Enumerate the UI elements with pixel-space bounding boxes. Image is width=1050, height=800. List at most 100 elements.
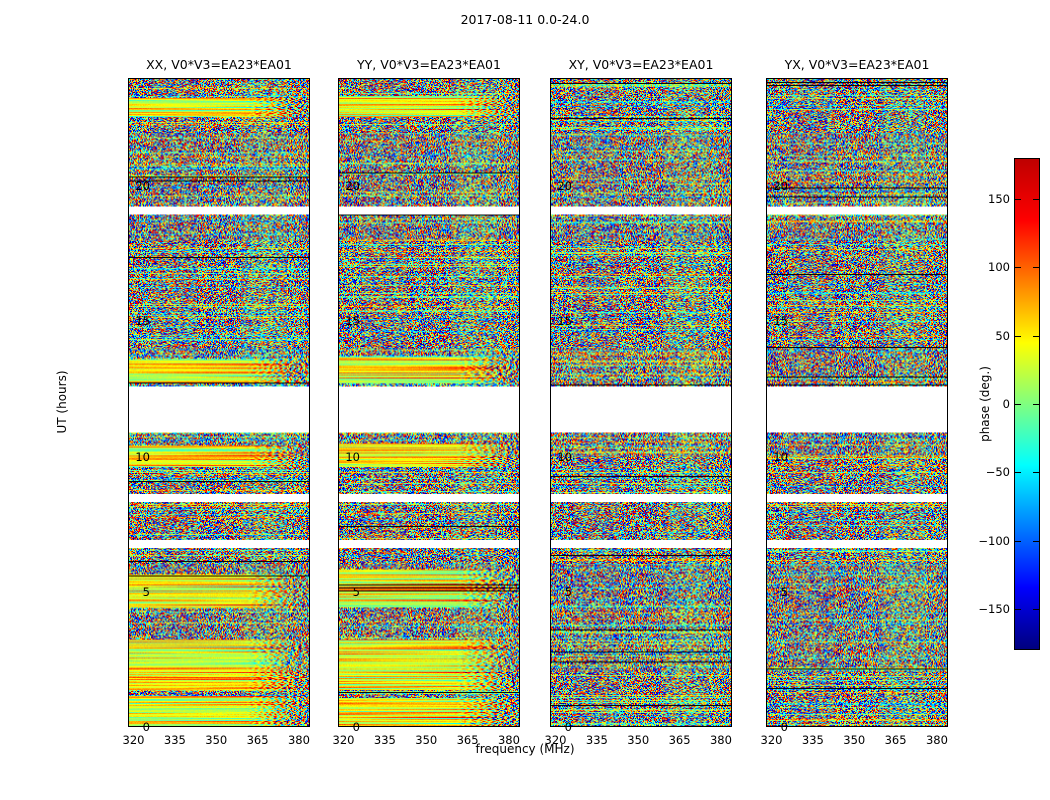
colorbar-tick-label: 150 (988, 192, 1010, 206)
x-tick (469, 726, 470, 727)
y-tick-label: 0 (780, 720, 788, 734)
x-tick-label: 380 (287, 733, 310, 747)
y-tick (309, 322, 310, 323)
y-tick-labels-xx: 0 5 10 15 20 (120, 78, 150, 734)
y-tick-label: 20 (345, 179, 360, 194)
colorbar-tick-labels: 150 100 50 0 −50 −100 −150 (962, 158, 1010, 650)
x-tick-label: 320 (122, 733, 145, 747)
x-tick (469, 78, 470, 79)
x-tick (427, 726, 428, 727)
x-tick (176, 726, 177, 727)
x-tick (681, 726, 682, 727)
y-tick (519, 187, 520, 188)
colorbar-tick (1033, 472, 1040, 473)
colorbar-ticks (1014, 158, 1040, 650)
x-tick-label: 365 (246, 733, 269, 747)
x-tick-label: 365 (668, 733, 691, 747)
colorbar-tick (1033, 541, 1040, 542)
x-tick (722, 78, 723, 79)
y-tick (519, 593, 520, 594)
x-tick-label: 350 (627, 733, 650, 747)
y-tick (309, 458, 310, 459)
x-tick (598, 78, 599, 79)
x-tick (259, 726, 260, 727)
y-tick-label: 5 (564, 584, 572, 599)
x-tick (938, 78, 939, 79)
y-tick-label: 20 (135, 179, 150, 194)
x-tick-label: 365 (884, 733, 907, 747)
colorbar-tick (1014, 472, 1021, 473)
colorbar-tick (1033, 267, 1040, 268)
x-tick (176, 78, 177, 79)
y-tick-label: 0 (352, 720, 360, 734)
x-axis-label: frequency (MHz) (475, 742, 575, 756)
x-tick (639, 78, 640, 79)
y-tick (947, 458, 948, 459)
axes-yy[interactable] (338, 78, 520, 727)
y-tick-label: 20 (773, 179, 788, 194)
axes-xx[interactable] (128, 78, 310, 727)
heatmap-yx (767, 79, 947, 726)
x-tick-label: 350 (415, 733, 438, 747)
x-tick-label: 380 (925, 733, 948, 747)
y-tick-label: 20 (557, 179, 572, 194)
colorbar-tick (1014, 609, 1021, 610)
x-tick (300, 726, 301, 727)
colorbar-tick (1014, 199, 1021, 200)
x-tick (639, 726, 640, 727)
heatmap-yy (339, 79, 519, 726)
x-tick-label: 335 (163, 733, 186, 747)
y-tick-label: 10 (773, 449, 788, 464)
y-tick (309, 593, 310, 594)
x-tick-label: 380 (497, 733, 520, 747)
panel-title-yx: YX, V0*V3=EA23*EA01 (784, 57, 930, 72)
y-tick-label: 15 (773, 314, 788, 329)
colorbar-tick (1033, 336, 1040, 337)
x-tick (510, 78, 511, 79)
y-tick (947, 593, 948, 594)
axes-xy[interactable] (550, 78, 732, 727)
y-tick-labels-yx: 0 5 10 15 20 (758, 78, 788, 734)
panel-title-yy: YY, V0*V3=EA23*EA01 (357, 57, 501, 72)
x-tick-labels-xy: 320 335 350 365 380 (545, 729, 732, 749)
x-tick-label: 380 (709, 733, 732, 747)
x-tick (386, 726, 387, 727)
figure-suptitle: 2017-08-11 0.0-24.0 (460, 12, 590, 27)
y-tick-labels-xy: 0 5 10 15 20 (542, 78, 572, 734)
panel-xy[interactable]: XY, V0*V3=EA23*EA01 0 5 10 15 20 320 335 350 36… (545, 57, 732, 747)
x-tick-labels-yx: 320 335 350 365 380 (761, 729, 948, 749)
y-tick (519, 322, 520, 323)
y-tick-label: 10 (135, 449, 150, 464)
x-tick-label: 320 (332, 733, 355, 747)
colorbar-tick-label: −50 (985, 465, 1010, 479)
x-tick (855, 726, 856, 727)
y-tick (309, 187, 310, 188)
x-tick-labels-yy: 320 335 350 365 380 (333, 729, 520, 749)
colorbar-tick (1014, 541, 1021, 542)
x-tick-label: 350 (205, 733, 228, 747)
panel-xx[interactable]: XX, V0*V3=EA23*EA01 0 5 10 15 20 320 335 350 36… (123, 57, 310, 747)
x-tick (681, 78, 682, 79)
y-tick (947, 322, 948, 323)
colorbar-tick (1033, 199, 1040, 200)
y-tick-label: 0 (564, 720, 572, 734)
x-tick (598, 726, 599, 727)
x-tick (814, 726, 815, 727)
panel-title-xx: XX, V0*V3=EA23*EA01 (146, 57, 292, 72)
axes-yx[interactable] (766, 78, 948, 727)
x-tick-label: 335 (585, 733, 608, 747)
y-tick (519, 458, 520, 459)
y-tick (731, 187, 732, 188)
colorbar-label: phase (deg.) (978, 366, 992, 442)
x-tick-label: 350 (843, 733, 866, 747)
colorbar-tick (1014, 404, 1021, 405)
heatmap-xx (129, 79, 309, 726)
panel-yy[interactable]: YY, V0*V3=EA23*EA01 0 5 10 15 20 320 335 350 36… (333, 57, 520, 747)
x-tick (259, 78, 260, 79)
colorbar-tick (1014, 267, 1021, 268)
panel-yx[interactable]: YX, V0*V3=EA23*EA01 0 5 10 15 20 320 335 350 36… (761, 57, 948, 747)
x-tick (427, 78, 428, 79)
y-tick-label: 15 (557, 314, 572, 329)
y-tick-label: 10 (557, 449, 572, 464)
y-tick (731, 322, 732, 323)
